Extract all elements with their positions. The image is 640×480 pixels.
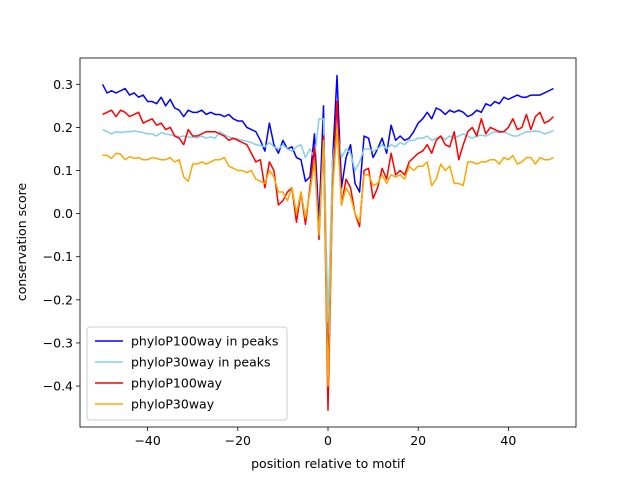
legend-label: phyloP100way in peaks (131, 334, 278, 349)
x-tick-label: 20 (410, 433, 426, 448)
series-line (102, 126, 554, 387)
y-tick-label: 0.3 (53, 77, 73, 92)
y-tick-label: −0.4 (43, 379, 73, 394)
y-tick-label: 0.1 (53, 163, 73, 178)
plot-frame (79, 57, 577, 428)
y-tick-label: 0.2 (53, 120, 73, 135)
x-tick-label: 0 (324, 433, 332, 448)
x-tick-label: 40 (500, 433, 516, 448)
legend: phyloP100way in peaks phyloP30way in peak… (86, 326, 288, 421)
legend-label: phyloP100way (131, 376, 223, 391)
legend-box (86, 326, 288, 421)
y-tick-label: −0.2 (43, 292, 73, 307)
series-line (102, 100, 554, 411)
y-tick-label: −0.1 (43, 249, 73, 264)
y-tick-label: 0.0 (53, 206, 73, 221)
legend-label: phyloP30way in peaks (131, 355, 270, 370)
x-axis-label: position relative to motif (251, 456, 405, 471)
y-axis-label: conservation score (14, 183, 29, 302)
legend-label: phyloP30way (131, 397, 215, 412)
y-tick-label: −0.3 (43, 335, 73, 350)
x-tick-label: −40 (134, 433, 160, 448)
x-tick-label: −20 (225, 433, 251, 448)
series-line (102, 118, 554, 323)
